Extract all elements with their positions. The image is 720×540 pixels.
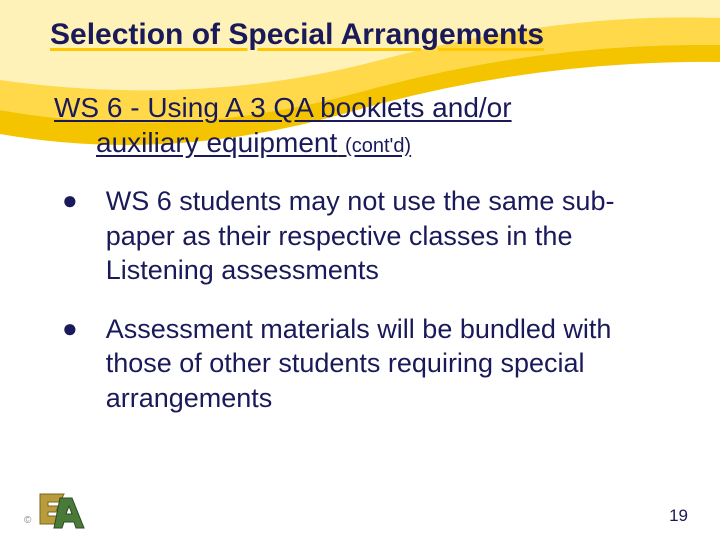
bullet-icon: ● bbox=[62, 312, 78, 346]
subtitle-line2: auxiliary equipment bbox=[96, 127, 337, 158]
slide-title: Selection of Special Arrangements bbox=[50, 18, 680, 52]
list-item: ● WS 6 students may not use the same sub… bbox=[58, 184, 680, 288]
bullet-text: Assessment materials will be bundled wit… bbox=[106, 312, 680, 416]
list-item: ● Assessment materials will be bundled w… bbox=[58, 312, 680, 416]
ea-logo bbox=[36, 488, 88, 534]
slide-subtitle: WS 6 - Using A 3 QA booklets and/or auxi… bbox=[50, 90, 680, 160]
bullet-icon: ● bbox=[62, 184, 78, 218]
slide-content: Selection of Special Arrangements WS 6 -… bbox=[0, 0, 720, 415]
copyright-symbol: © bbox=[24, 515, 31, 526]
subtitle-contd: (cont'd) bbox=[345, 135, 411, 157]
bullet-text: WS 6 students may not use the same sub-p… bbox=[106, 184, 680, 288]
subtitle-line1: WS 6 - Using A 3 QA booklets and/or bbox=[54, 92, 512, 123]
page-number: 19 bbox=[669, 506, 688, 526]
bullet-list: ● WS 6 students may not use the same sub… bbox=[50, 184, 680, 415]
